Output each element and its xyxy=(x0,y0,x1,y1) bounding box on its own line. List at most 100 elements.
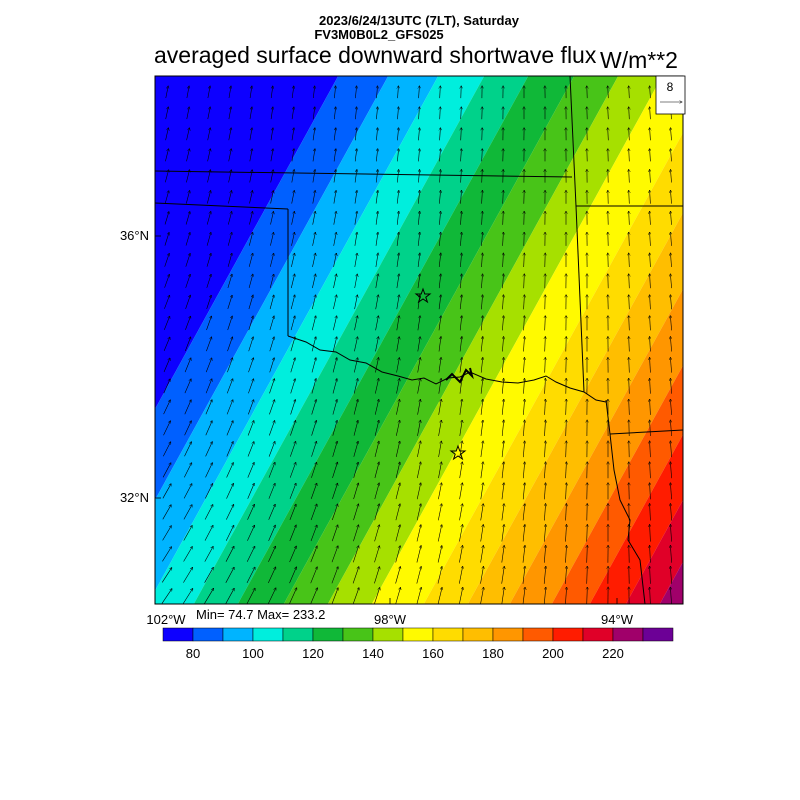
wind-vector xyxy=(374,567,379,584)
wind-vector xyxy=(375,295,379,310)
wind-vector xyxy=(267,588,276,604)
wind-vector xyxy=(566,545,567,563)
wind-vector xyxy=(164,232,169,246)
wind-vector xyxy=(289,483,296,499)
city-marker-star xyxy=(414,287,432,304)
wind-vector xyxy=(396,295,399,310)
wind-vector xyxy=(332,337,337,352)
wind-vector xyxy=(289,588,296,604)
wind-vector xyxy=(269,421,274,436)
arkansas-louisiana-border xyxy=(609,429,683,435)
wind-vector xyxy=(311,337,316,352)
wind-vector xyxy=(226,379,233,394)
wind-vector xyxy=(333,149,336,162)
wind-vector xyxy=(522,525,525,542)
wind-vector xyxy=(501,462,504,479)
wind-vector xyxy=(629,337,630,352)
wind-vector xyxy=(566,504,567,521)
wind-vector xyxy=(523,462,524,479)
wind-vector xyxy=(461,190,462,204)
wind-vector xyxy=(185,212,190,225)
wind-vector xyxy=(207,86,210,99)
wind-vector xyxy=(524,357,525,373)
wind-vector xyxy=(416,525,421,542)
wind-vector xyxy=(270,253,273,267)
wind-vector xyxy=(354,295,358,310)
wind-vector xyxy=(226,504,233,520)
wind-vector xyxy=(312,149,315,162)
wind-vector xyxy=(629,211,630,225)
wind-vector xyxy=(332,420,337,436)
wind-vector xyxy=(185,337,190,352)
wind-vector xyxy=(268,441,275,457)
wind-vector xyxy=(207,128,211,141)
colorbar-swatch xyxy=(492,627,524,642)
wind-vector xyxy=(418,211,419,225)
colorbar-label: 220 xyxy=(602,646,624,661)
wind-vector xyxy=(206,253,211,267)
wind-vector xyxy=(629,399,630,415)
wind-vector xyxy=(503,253,504,268)
wind-vector xyxy=(206,274,211,288)
wind-vector xyxy=(480,462,483,479)
wind-vector xyxy=(226,442,233,457)
wind-vector xyxy=(670,378,671,394)
wind-vector xyxy=(207,170,211,183)
colorbar-swatch xyxy=(432,627,464,642)
wind-vector xyxy=(629,190,630,204)
wind-vector xyxy=(163,379,170,394)
wind-vector xyxy=(311,400,317,415)
wind-vector xyxy=(460,232,461,246)
colorbar-swatch xyxy=(522,627,554,642)
wind-vector xyxy=(246,567,255,584)
flux-band xyxy=(689,70,800,610)
wind-vector xyxy=(311,462,316,478)
wind-vector xyxy=(460,274,461,289)
wind-vector xyxy=(480,587,483,604)
wind-vector xyxy=(501,420,504,437)
wind-vector xyxy=(502,316,503,331)
wind-vector xyxy=(162,484,171,499)
wind-vector xyxy=(438,378,441,394)
wind-vector xyxy=(437,525,442,542)
wind-vector xyxy=(671,211,672,225)
wind-vector xyxy=(355,107,356,120)
wind-vector xyxy=(249,211,252,225)
wind-vector xyxy=(671,232,672,246)
wind-vector xyxy=(270,170,274,183)
wind-vector xyxy=(311,316,316,331)
wind-vector xyxy=(438,253,441,268)
wind-vector xyxy=(543,587,546,604)
wind-vector xyxy=(650,545,651,563)
wind-vector xyxy=(310,504,317,521)
wind-vector xyxy=(670,545,671,563)
wind-vector xyxy=(334,107,335,120)
wind-vector xyxy=(629,274,630,289)
wind-vector xyxy=(268,525,276,542)
wind-vector xyxy=(226,483,234,499)
wind-vector xyxy=(671,149,672,162)
wind-vector xyxy=(545,399,546,415)
lat-label-32n: 32°N xyxy=(120,490,149,505)
wind-vector xyxy=(566,399,567,415)
wind-vector xyxy=(374,420,379,436)
wind-vector xyxy=(289,546,297,563)
wind-vector xyxy=(670,357,671,373)
wind-vector xyxy=(438,295,441,310)
wind-vector xyxy=(501,525,504,542)
wind-vector xyxy=(186,128,190,141)
lat-label-36n: 36°N xyxy=(120,228,149,243)
wind-vector xyxy=(417,399,421,415)
reference-vector-value: 8 xyxy=(667,80,674,94)
wind-vector xyxy=(650,316,651,331)
wind-vector xyxy=(419,128,420,141)
wind-vector xyxy=(376,128,377,141)
wind-vector xyxy=(419,107,420,120)
wind-vector xyxy=(650,587,651,604)
wind-vector xyxy=(270,149,273,162)
wind-vector xyxy=(461,149,462,162)
colorbar-swatch xyxy=(402,627,434,642)
wind-vector xyxy=(205,379,212,394)
wind-vector xyxy=(186,170,189,183)
wind-vector xyxy=(503,211,504,225)
